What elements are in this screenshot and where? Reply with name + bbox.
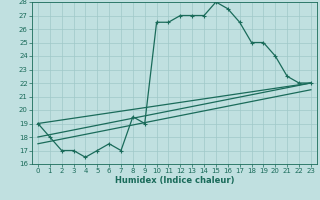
- X-axis label: Humidex (Indice chaleur): Humidex (Indice chaleur): [115, 176, 234, 185]
